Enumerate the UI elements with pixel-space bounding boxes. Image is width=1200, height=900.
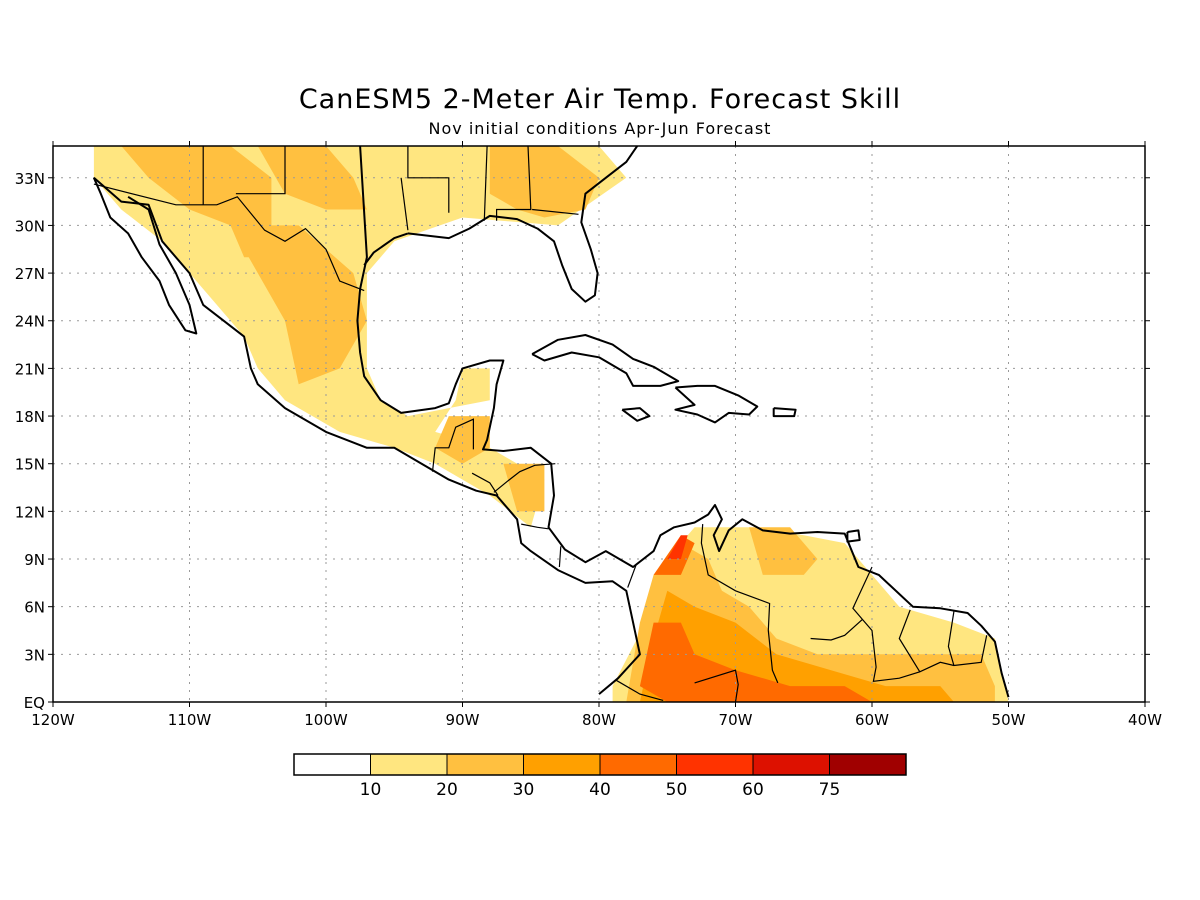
political-border bbox=[615, 679, 664, 701]
coastline bbox=[93, 177, 641, 695]
skill-shading-layer bbox=[66, 146, 1009, 702]
colorbar-label: 75 bbox=[819, 780, 841, 800]
lon-tick-label: 50W bbox=[992, 711, 1026, 729]
colorbar-swatch bbox=[599, 753, 677, 776]
political-border bbox=[483, 146, 488, 221]
political-border bbox=[493, 463, 556, 493]
lat-tick-label: 15N bbox=[15, 456, 45, 474]
political-border bbox=[235, 146, 286, 195]
skill-region bbox=[93, 146, 627, 528]
political-border bbox=[694, 669, 739, 702]
political-border bbox=[521, 523, 549, 530]
political-border bbox=[947, 611, 955, 666]
lat-tick-label: 21N bbox=[15, 360, 45, 378]
colorbar-swatch bbox=[752, 753, 830, 776]
map-subtitle: Nov initial conditions Apr-Jun Forecast bbox=[428, 119, 772, 138]
skill-region bbox=[503, 463, 545, 512]
lat-tick-label: 30N bbox=[15, 217, 45, 235]
map-axes: 120W 110W 100W 90W 80W 70W 60W 50W 40W EQ 3N 6N 9N 12… bbox=[15, 141, 1162, 729]
coastline bbox=[531, 334, 680, 387]
coastline bbox=[772, 407, 797, 418]
lon-tick-label: 80W bbox=[582, 711, 616, 729]
skill-region bbox=[489, 146, 599, 218]
coastline bbox=[674, 384, 759, 424]
colorbar-label: 20 bbox=[436, 780, 458, 800]
colorbar: 10 20 30 40 50 60 75 bbox=[293, 753, 907, 800]
coastline bbox=[407, 146, 639, 303]
colorbar-swatch bbox=[829, 753, 907, 776]
colorbar-swatch bbox=[293, 753, 371, 776]
skill-region bbox=[749, 527, 818, 575]
lon-tick-label: 110W bbox=[168, 711, 212, 729]
lat-tick-label: 33N bbox=[15, 170, 45, 188]
lat-tick-label: 24N bbox=[15, 313, 45, 331]
colorbar-label: 10 bbox=[360, 780, 382, 800]
skill-region bbox=[435, 416, 490, 464]
colorbar-swatch bbox=[676, 753, 754, 776]
lon-tick-label: 70W bbox=[719, 711, 753, 729]
political-border bbox=[852, 566, 988, 682]
political-border bbox=[558, 546, 562, 568]
political-border bbox=[407, 146, 450, 213]
lon-tick-label: 90W bbox=[446, 711, 480, 729]
lat-tick-label: 6N bbox=[24, 599, 45, 617]
political-border bbox=[496, 146, 532, 221]
lon-tick-label: 60W bbox=[855, 711, 889, 729]
lat-tick-label: 18N bbox=[15, 408, 45, 426]
political-border bbox=[431, 418, 474, 472]
lat-tick-label: 27N bbox=[15, 265, 45, 283]
coastlines bbox=[92, 146, 1010, 702]
political-border bbox=[627, 565, 637, 588]
colorbar-swatch bbox=[370, 753, 448, 776]
skill-region bbox=[66, 146, 272, 258]
coastline bbox=[621, 407, 651, 422]
coastline bbox=[363, 232, 409, 266]
colorbar-label: 60 bbox=[742, 780, 764, 800]
graticule bbox=[53, 146, 1145, 702]
political-border bbox=[400, 177, 409, 231]
lon-tick-label: 40W bbox=[1128, 711, 1162, 729]
colorbar-frame bbox=[293, 753, 907, 776]
political-border bbox=[700, 524, 779, 684]
political-border bbox=[532, 208, 579, 215]
lat-tick-label: 12N bbox=[15, 503, 45, 521]
colorbar-label: 30 bbox=[513, 780, 535, 800]
coastline bbox=[846, 529, 861, 543]
colorbar-label: 40 bbox=[589, 780, 611, 800]
lon-tick-label: 120W bbox=[31, 711, 75, 729]
lon-tick-label: 100W bbox=[304, 711, 348, 729]
political-border bbox=[898, 609, 921, 673]
political-border bbox=[93, 183, 365, 292]
lat-tick-label: 3N bbox=[24, 646, 45, 664]
lat-tick-label: EQ bbox=[24, 694, 45, 712]
coastline bbox=[92, 177, 198, 335]
lat-tick-label: 9N bbox=[24, 551, 45, 569]
colorbar-swatch bbox=[446, 753, 524, 776]
map-title: CanESM5 2-Meter Air Temp. Forecast Skill bbox=[298, 84, 902, 115]
political-border bbox=[810, 618, 863, 641]
coastline bbox=[356, 146, 1010, 698]
colorbar-label: 50 bbox=[666, 780, 688, 800]
colorbar-swatch bbox=[523, 753, 601, 776]
skill-region bbox=[667, 535, 688, 559]
